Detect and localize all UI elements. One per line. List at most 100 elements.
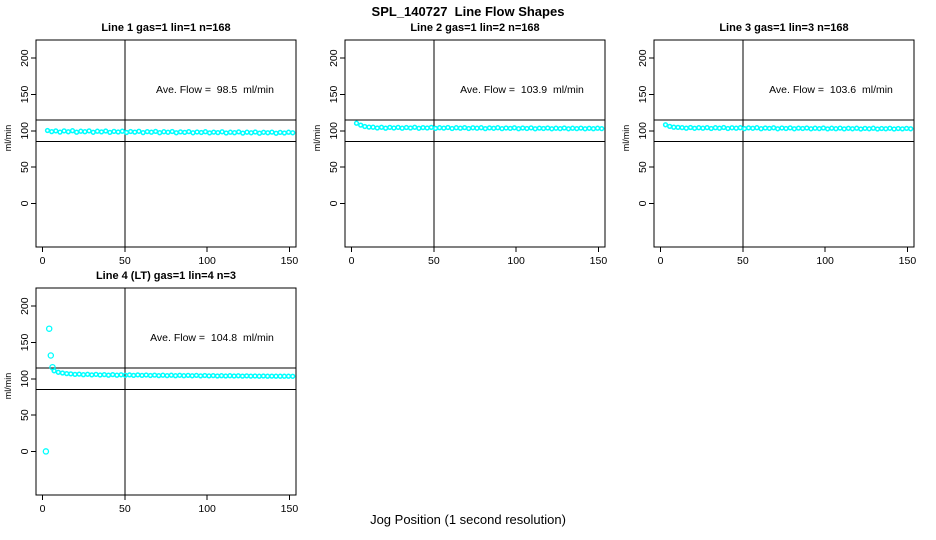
data-point	[679, 124, 685, 131]
data-point	[218, 373, 225, 379]
outlier-point	[49, 363, 56, 371]
data-point	[887, 125, 893, 131]
outlier-point	[42, 448, 50, 455]
data-point	[854, 125, 860, 131]
x-tick-label: 100	[816, 255, 834, 267]
data-point	[712, 125, 719, 131]
x-tick-label: 150	[590, 255, 608, 267]
data-point	[370, 124, 376, 130]
data-point	[93, 371, 99, 378]
data-point	[143, 372, 149, 378]
data-point	[837, 125, 843, 131]
data-point	[874, 126, 881, 132]
data-point	[177, 372, 183, 378]
data-point	[82, 129, 88, 135]
x-tick-label: 0	[40, 255, 46, 267]
data-point	[210, 372, 216, 379]
data-point	[231, 373, 237, 379]
x-tick-label: 50	[119, 255, 131, 267]
data-point	[457, 125, 464, 131]
data-point	[903, 125, 910, 132]
data-point	[86, 128, 92, 134]
data-point	[700, 125, 706, 131]
data-point	[202, 129, 209, 135]
data-point	[181, 373, 187, 379]
data-point	[424, 125, 430, 131]
data-point	[130, 372, 137, 379]
data-point	[152, 128, 159, 135]
data-point	[721, 124, 727, 131]
data-point	[532, 126, 538, 132]
y-tick-label: 50	[19, 409, 31, 421]
data-point	[358, 122, 364, 128]
data-point	[244, 373, 250, 379]
data-point	[557, 125, 563, 132]
data-point	[391, 125, 397, 131]
y-tick-label: 0	[637, 200, 649, 206]
data-point	[244, 129, 250, 135]
data-point	[528, 125, 534, 131]
data-point	[290, 130, 296, 136]
data-point	[194, 129, 200, 135]
data-point	[169, 128, 175, 135]
data-point	[147, 372, 154, 379]
y-tick-label: 200	[19, 49, 31, 67]
data-point	[586, 125, 592, 131]
data-point	[808, 126, 814, 132]
data-point	[804, 125, 810, 131]
data-point	[545, 125, 551, 131]
data-point	[833, 126, 839, 132]
data-point	[453, 125, 459, 131]
data-point	[599, 125, 605, 132]
data-point	[110, 371, 116, 378]
data-point	[829, 125, 835, 131]
data-point	[553, 125, 559, 131]
data-point	[59, 370, 66, 376]
plot-box	[653, 39, 915, 248]
data-point	[105, 372, 112, 378]
subplot-1-ave-flow-annotation: Ave. Flow = 98.5 ml/min	[156, 84, 274, 96]
data-point	[273, 373, 279, 379]
data-point	[277, 373, 283, 379]
y-tick-label: 100	[19, 370, 31, 388]
data-point	[667, 123, 673, 130]
data-point	[737, 125, 743, 131]
data-point	[399, 125, 405, 131]
y-tick-label: 0	[328, 200, 340, 206]
data-point	[236, 129, 242, 135]
x-tick-label: 50	[428, 255, 440, 267]
data-point	[511, 125, 518, 131]
subplot-2-title: Line 2 gas=1 lin=2 n=168	[410, 22, 540, 34]
data-point	[787, 125, 793, 131]
data-point	[285, 373, 292, 379]
data-point	[198, 129, 204, 136]
data-point	[495, 125, 501, 131]
x-tick-label: 100	[198, 503, 216, 515]
data-point	[362, 123, 368, 130]
data-point	[536, 125, 543, 131]
data-point	[841, 126, 847, 132]
data-point	[561, 125, 567, 131]
data-point	[899, 126, 906, 132]
subplot-1-title: Line 1 gas=1 lin=1 n=168	[101, 22, 231, 34]
data-point	[193, 372, 200, 379]
data-point	[441, 125, 447, 131]
data-point	[662, 122, 669, 128]
data-point	[382, 125, 389, 131]
data-point	[132, 129, 138, 135]
data-point	[353, 120, 360, 126]
data-point	[119, 128, 125, 134]
data-point	[783, 125, 789, 132]
data-point	[57, 129, 63, 135]
data-point	[795, 125, 802, 131]
data-point	[214, 373, 221, 379]
data-point	[779, 125, 785, 131]
data-point	[812, 125, 818, 131]
data-point	[103, 128, 109, 134]
data-point	[281, 130, 288, 136]
data-point	[80, 372, 87, 378]
data-point	[89, 372, 95, 378]
data-point	[758, 126, 764, 132]
data-point	[395, 124, 401, 131]
